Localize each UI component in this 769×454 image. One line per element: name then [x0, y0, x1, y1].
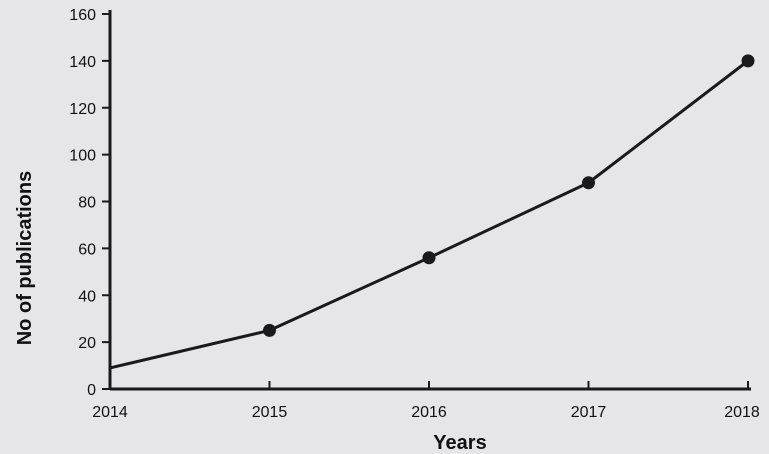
x-tick-label: 2016 — [411, 404, 447, 421]
series-line — [109, 59, 749, 370]
y-tick-label: 20 — [78, 335, 96, 352]
x-axis-ticks: 2014 2015 2016 2017 2018 — [92, 381, 760, 421]
x-tick-label: 2018 — [724, 404, 760, 421]
data-point — [582, 176, 595, 190]
y-tick-label: 140 — [69, 54, 96, 71]
y-tick-label: 0 — [87, 382, 96, 399]
y-tick-label: 80 — [78, 195, 96, 212]
data-point — [422, 251, 436, 265]
y-axis-title: No of publications — [14, 171, 36, 345]
data-point — [741, 54, 755, 68]
x-axis-title: Years — [433, 432, 486, 454]
x-tick-label: 2014 — [92, 404, 128, 421]
x-tick-label: 2015 — [252, 404, 288, 421]
y-tick-label: 40 — [78, 288, 96, 305]
y-tick-label: 120 — [69, 101, 96, 118]
y-tick-label: 100 — [69, 148, 96, 165]
y-tick-label: 160 — [69, 7, 96, 24]
y-axis-ticks: 0 20 40 60 80 100 120 140 160 — [69, 7, 110, 399]
x-tick-label: 2017 — [571, 404, 607, 421]
y-tick-label: 60 — [78, 241, 96, 258]
data-point — [263, 323, 276, 337]
data-markers — [263, 54, 755, 337]
